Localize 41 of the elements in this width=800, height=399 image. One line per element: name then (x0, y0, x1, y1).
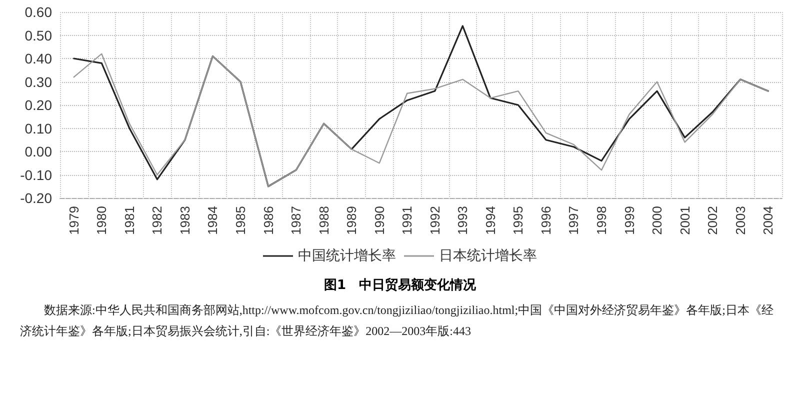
source-note: 数据来源:中华人民共和国商务部网站,http://www.mofcom.gov.cn/tongjiziliao/tongjiziliao.html;中国《中国对外经济贸易年鉴》各年版;日本《经济统计年鉴》各年版;日本贸易振兴会统计,引自:《世界经济年鉴》2002—2003年版:443 (19, 302, 774, 340)
x-tick-label: 2004 (760, 206, 776, 235)
x-tick-label: 1993 (455, 206, 470, 235)
x-tick-label: 1991 (400, 206, 415, 235)
y-tick-label: 0.30 (24, 74, 52, 90)
x-tick-label: 1990 (372, 206, 387, 235)
text: 图1 中日贸易额变化情况 (322, 276, 478, 294)
line-series (73, 25, 769, 188)
legend-label: 中国统计增长率 (298, 248, 396, 264)
y-tick-label: 0.00 (24, 144, 52, 160)
x-tick-label: 1998 (594, 206, 609, 235)
x-tick-label: 1999 (622, 206, 637, 235)
x-tick-label: 1981 (122, 206, 137, 235)
x-tick-label: 1992 (427, 206, 442, 235)
x-tick-label: 1984 (205, 206, 220, 235)
x-tick-label: 1989 (344, 206, 360, 235)
y-tick-label: -0.20 (20, 190, 52, 206)
x-tick-label: 2001 (677, 206, 692, 235)
y-tick-label: 0.10 (24, 120, 52, 136)
x-tick-label: 2003 (732, 206, 748, 235)
x-tick-label: 1994 (482, 206, 498, 235)
x-tick-label: 1983 (177, 206, 192, 235)
x-tick-label: 2002 (705, 206, 720, 235)
x-tick-label: 2000 (650, 206, 665, 235)
x-tick-label: 1995 (510, 206, 526, 235)
line-series (73, 53, 769, 187)
x-tick-label: 1986 (260, 206, 276, 235)
y-tick-label: 0.60 (24, 4, 52, 20)
y-tick-label: 0.40 (24, 50, 52, 66)
x-tick-label: 1982 (150, 206, 165, 235)
x-tick-label: 1979 (66, 206, 82, 235)
legend-label: 日本统计增长率 (439, 248, 537, 264)
y-tick-label: -0.10 (20, 166, 52, 183)
x-tick-label: 1987 (288, 206, 304, 235)
x-tick-label: 1988 (316, 206, 332, 235)
x-tick-label: 1997 (566, 206, 582, 235)
x-tick-label: 1980 (94, 206, 110, 235)
x-tick-label: 1985 (233, 206, 248, 235)
y-tick-label: 0.20 (24, 97, 52, 113)
y-tick-label: 0.50 (24, 27, 52, 44)
x-tick-label: 1996 (538, 206, 554, 235)
